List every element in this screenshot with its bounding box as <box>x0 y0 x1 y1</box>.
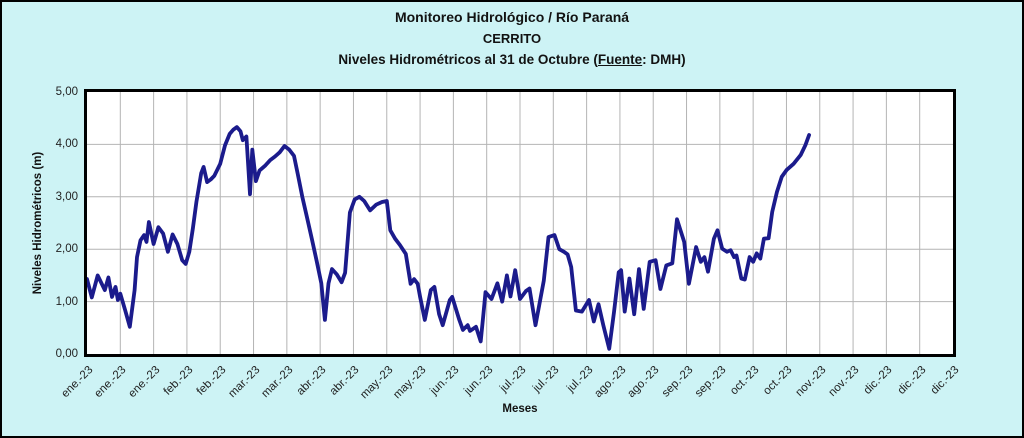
y-axis-title: Niveles Hidrométricos (m) <box>32 151 44 295</box>
x-axis-title: Meses <box>502 403 538 415</box>
subtitle2-prefix: Niveles Hidrométricos al 31 de Octubre ( <box>338 52 598 67</box>
subtitle2-fuente: Fuente <box>597 52 643 67</box>
y-tick-label: 5,00 <box>55 86 78 98</box>
y-tick-label: 3,00 <box>55 190 78 203</box>
grid-lines <box>87 92 953 354</box>
line-chart-svg <box>87 92 953 354</box>
y-tick-label: 0,00 <box>55 348 78 360</box>
y-tick-label: 4,00 <box>55 138 78 151</box>
subtitle2-suffix: : DMH) <box>642 52 686 67</box>
y-tick-label: 2,00 <box>55 243 78 256</box>
chart-subtitle2: Niveles Hidrométricos al 31 de Octubre (… <box>2 49 1022 71</box>
nivel-series-line <box>87 125 811 351</box>
chart-subtitle: CERRITO <box>482 31 542 46</box>
y-tick-label: 1,00 <box>55 295 78 308</box>
plot-area <box>84 89 956 357</box>
chart-header: Monitoreo Hidrológico / Río Paraná CERRI… <box>2 7 1022 71</box>
chart-title: Monitoreo Hidrológico / Río Paraná <box>394 9 630 25</box>
